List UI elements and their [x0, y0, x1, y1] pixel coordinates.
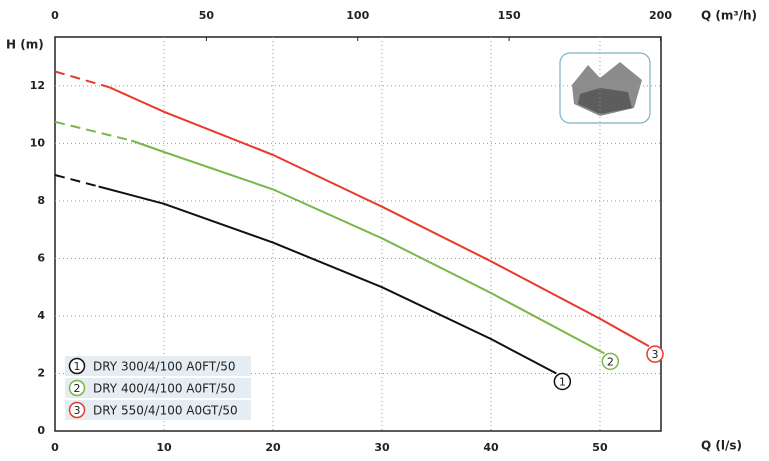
x-tick-label: 10 — [156, 441, 172, 454]
curve — [130, 139, 605, 355]
legend-marker — [68, 379, 86, 397]
legend-marker — [68, 401, 86, 419]
curve-marker — [646, 345, 664, 363]
x2-tick-label: 0 — [51, 9, 59, 22]
curve — [109, 86, 650, 348]
legend-row — [65, 356, 251, 376]
x2-axis-label: Q (m³/h) — [701, 9, 757, 23]
legend-marker-label: 1 — [74, 360, 81, 373]
x-tick-label: 30 — [374, 441, 390, 454]
y-tick-label: 12 — [30, 79, 45, 92]
y-tick-label: 8 — [37, 194, 45, 207]
legend-label: DRY 300/4/100 A0FT/50 — [93, 360, 235, 374]
x2-tick-label: 100 — [346, 9, 369, 22]
x-tick-label: 50 — [592, 441, 608, 454]
legend-label: DRY 400/4/100 A0FT/50 — [93, 382, 235, 396]
curve-marker-label: 3 — [652, 348, 659, 361]
x-axis-label: Q (l/s) — [701, 439, 742, 453]
curve-marker — [553, 372, 572, 391]
y-tick-label: 10 — [30, 136, 46, 149]
legend-marker-label: 3 — [74, 404, 81, 417]
curve — [54, 70, 110, 89]
curve — [54, 174, 99, 188]
pump-icon — [559, 52, 651, 124]
legend-row — [65, 378, 251, 398]
y-tick-label: 6 — [37, 251, 45, 264]
curve — [98, 185, 557, 375]
legend-row — [65, 400, 251, 420]
x2-tick-label: 50 — [199, 9, 215, 22]
legend-marker-label: 2 — [74, 382, 81, 395]
curve-marker-label: 2 — [607, 355, 614, 368]
x-tick-label: 0 — [51, 441, 59, 454]
y-axis-label: H (m) — [6, 38, 44, 52]
x-tick-label: 20 — [265, 441, 281, 454]
curve — [54, 120, 132, 142]
legend-label: DRY 550/4/100 A0GT/50 — [93, 404, 238, 418]
legend-marker — [68, 357, 86, 375]
x2-tick-label: 200 — [649, 9, 672, 22]
x2-tick-label: 150 — [498, 9, 521, 22]
curve-marker-label: 1 — [559, 375, 566, 388]
curve-marker — [601, 352, 620, 371]
y-tick-label: 0 — [37, 424, 45, 437]
y-tick-label: 2 — [37, 366, 45, 379]
x-tick-label: 40 — [483, 441, 499, 454]
y-tick-label: 4 — [37, 309, 45, 322]
